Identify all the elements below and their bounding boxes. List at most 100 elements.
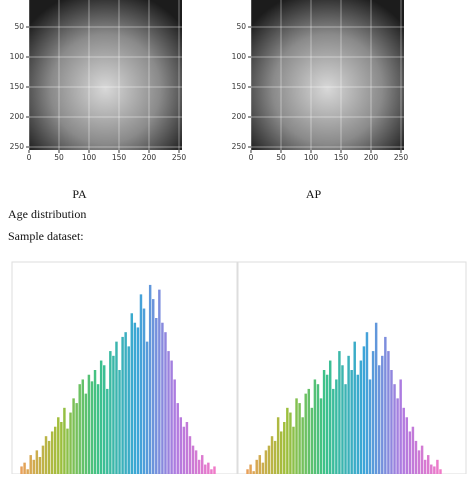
bar bbox=[20, 466, 23, 474]
bar bbox=[405, 417, 409, 474]
bar bbox=[173, 379, 176, 474]
bar bbox=[136, 327, 140, 474]
x-tick-label: 200 bbox=[142, 153, 157, 162]
bar bbox=[371, 351, 375, 474]
bar bbox=[399, 379, 402, 474]
bar bbox=[182, 426, 186, 474]
bar bbox=[344, 384, 347, 474]
bar bbox=[292, 426, 295, 474]
x-tick-label: 100 bbox=[82, 153, 97, 162]
bar bbox=[194, 450, 198, 474]
bar bbox=[179, 417, 183, 474]
bar bbox=[204, 464, 207, 474]
bar bbox=[362, 346, 366, 474]
bar bbox=[139, 294, 143, 474]
bar bbox=[124, 332, 127, 474]
bar bbox=[161, 322, 164, 474]
x-tick-label: 50 bbox=[54, 153, 64, 162]
bar bbox=[60, 422, 63, 474]
bar bbox=[310, 407, 314, 474]
bar bbox=[23, 462, 26, 474]
x-tick-label: 250 bbox=[394, 153, 409, 162]
bar bbox=[433, 466, 436, 474]
bar bbox=[142, 308, 146, 474]
caption: PA bbox=[72, 187, 87, 201]
bar bbox=[420, 445, 424, 474]
xray-image bbox=[29, 0, 182, 150]
bar bbox=[322, 370, 326, 474]
bar bbox=[84, 393, 88, 474]
bar bbox=[87, 374, 91, 474]
bar bbox=[396, 398, 399, 474]
bar bbox=[298, 403, 301, 474]
bar bbox=[430, 464, 433, 474]
bar bbox=[319, 398, 323, 474]
bar bbox=[377, 365, 381, 474]
bar bbox=[264, 450, 268, 474]
bar bbox=[390, 370, 393, 474]
bar bbox=[26, 469, 29, 474]
bar bbox=[207, 462, 210, 474]
bar bbox=[325, 374, 329, 474]
bar bbox=[32, 459, 36, 474]
bar bbox=[121, 336, 124, 474]
bar bbox=[102, 365, 106, 474]
bar bbox=[176, 403, 179, 474]
bar bbox=[90, 381, 94, 474]
bar bbox=[188, 436, 192, 474]
x-tick-label: 200 bbox=[364, 153, 379, 162]
bar bbox=[72, 398, 75, 474]
bar bbox=[411, 426, 415, 474]
y-tick-label: 100 bbox=[10, 52, 25, 61]
x-tick-label: 150 bbox=[334, 153, 349, 162]
bar bbox=[118, 370, 121, 474]
bar bbox=[258, 455, 262, 474]
bar bbox=[295, 398, 298, 474]
heading: Age distribution bbox=[8, 207, 86, 221]
bar bbox=[41, 445, 45, 474]
bar bbox=[145, 341, 149, 474]
y-tick-label: 100 bbox=[232, 52, 247, 61]
xray-image bbox=[251, 0, 404, 150]
bar bbox=[426, 455, 430, 474]
bar bbox=[402, 407, 405, 474]
bar bbox=[69, 412, 72, 474]
y-tick-label: 50 bbox=[236, 22, 246, 31]
bar bbox=[307, 388, 311, 474]
bar bbox=[44, 436, 48, 474]
bar bbox=[350, 370, 353, 474]
bar bbox=[29, 455, 32, 474]
bar bbox=[164, 332, 167, 474]
bar bbox=[279, 431, 283, 474]
bar bbox=[283, 422, 286, 474]
bar bbox=[255, 459, 258, 474]
bar bbox=[439, 469, 442, 474]
bar bbox=[50, 431, 54, 474]
x-tick-label: 0 bbox=[27, 153, 32, 162]
bar bbox=[38, 456, 42, 474]
y-tick-label: 200 bbox=[232, 112, 247, 121]
bar bbox=[112, 355, 115, 474]
bar bbox=[96, 384, 100, 474]
bar bbox=[249, 464, 252, 474]
bar bbox=[151, 299, 155, 474]
y-tick-label: 50 bbox=[14, 22, 24, 31]
bar bbox=[115, 341, 118, 474]
bar bbox=[313, 379, 317, 474]
bar bbox=[316, 384, 320, 474]
bar bbox=[374, 322, 378, 474]
bar bbox=[273, 440, 277, 474]
bar bbox=[347, 355, 350, 474]
bar bbox=[200, 455, 204, 474]
bar bbox=[365, 332, 369, 474]
heading: Sample dataset: bbox=[8, 229, 84, 243]
bar bbox=[261, 462, 265, 474]
bar bbox=[286, 407, 289, 474]
bar bbox=[35, 450, 39, 474]
bar bbox=[341, 365, 344, 474]
bar bbox=[170, 360, 173, 474]
bar bbox=[99, 360, 103, 474]
bar bbox=[384, 336, 387, 474]
bar bbox=[158, 289, 161, 474]
bar bbox=[417, 450, 421, 474]
